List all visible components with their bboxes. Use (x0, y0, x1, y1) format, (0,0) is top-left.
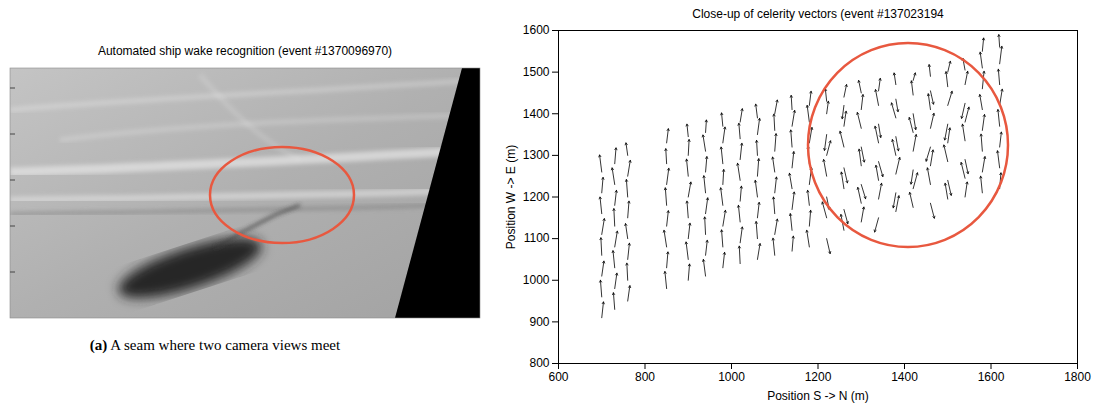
svg-text:1200: 1200 (805, 370, 832, 384)
svg-text:(a) A seam where two camera vi: (a) A seam where two camera views meet (90, 337, 341, 354)
svg-text:Position W -> E (m): Position W -> E (m) (504, 145, 518, 249)
svg-text:1000: 1000 (718, 370, 745, 384)
svg-text:1800: 1800 (1064, 370, 1091, 384)
svg-text:900: 900 (529, 315, 549, 329)
svg-text:1400: 1400 (891, 370, 918, 384)
svg-text:1100: 1100 (524, 231, 550, 245)
svg-text:1400: 1400 (523, 107, 550, 121)
svg-text:1600: 1600 (978, 370, 1005, 384)
svg-text:600: 600 (548, 370, 568, 384)
svg-text:Position S -> N (m): Position S -> N (m) (767, 389, 869, 403)
svg-text:1600: 1600 (523, 23, 550, 37)
svg-text:Automated ship wake recognitio: Automated ship wake recognition (event #… (98, 44, 392, 58)
html-text:Close-up of celerity vectors (: Close-up of celerity vectors (event #137… (692, 7, 944, 21)
svg-text:1200: 1200 (523, 190, 550, 204)
svg-text:1000: 1000 (523, 273, 550, 287)
svg-text:800: 800 (529, 356, 549, 370)
svg-text:1300: 1300 (523, 148, 550, 162)
svg-text:1500: 1500 (523, 65, 550, 79)
svg-text:800: 800 (635, 370, 655, 384)
